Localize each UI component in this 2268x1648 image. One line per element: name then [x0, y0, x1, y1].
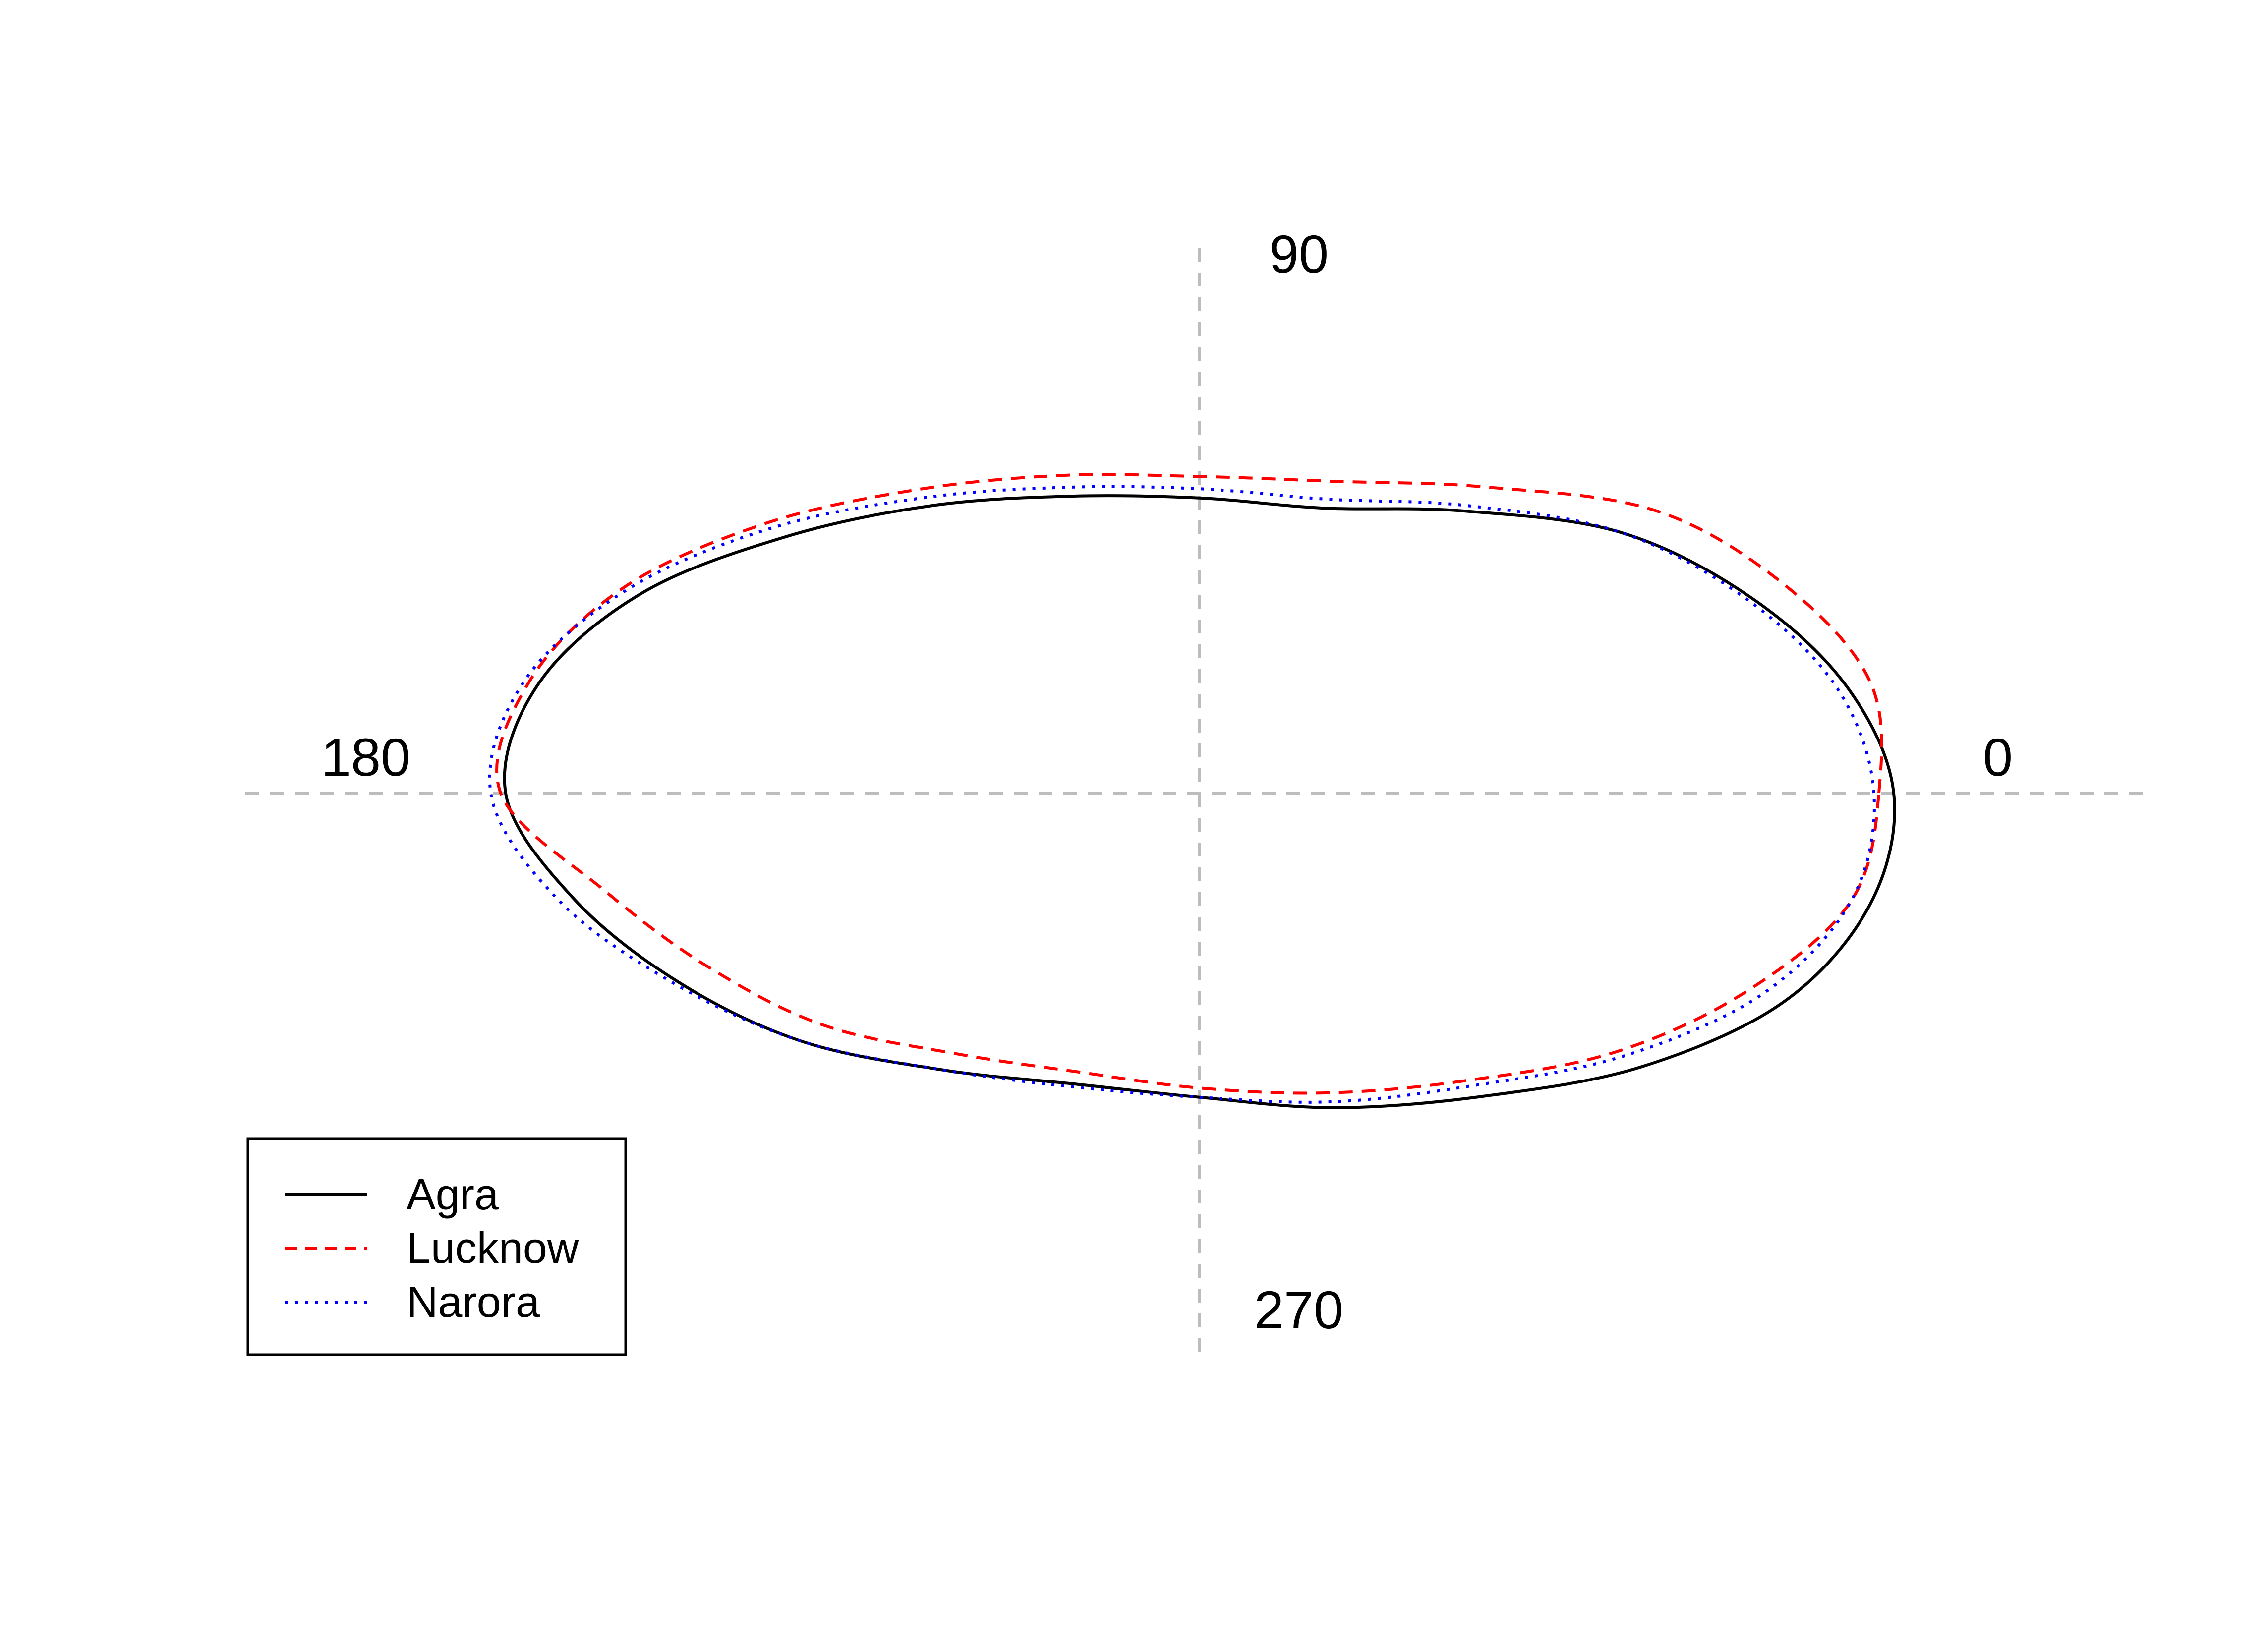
legend-label-lucknow: Lucknow — [407, 1223, 579, 1272]
legend-label-agra: Agra — [407, 1170, 499, 1219]
angle-label-90: 90 — [1269, 224, 1329, 284]
legend: Agra Lucknow Narora — [246, 1137, 627, 1356]
series-layer — [488, 473, 1896, 1109]
chart-grid — [245, 248, 2152, 1358]
angle-label-0: 0 — [1983, 727, 2013, 787]
series-line-lucknow — [495, 473, 1883, 1095]
series-line-agra — [503, 494, 1896, 1109]
angle-label-180: 180 — [321, 727, 410, 787]
legend-label-narora: Narora — [407, 1277, 540, 1326]
angle-label-270: 270 — [1254, 1280, 1343, 1340]
angle-labels: 0 90 180 270 — [321, 224, 2013, 1340]
